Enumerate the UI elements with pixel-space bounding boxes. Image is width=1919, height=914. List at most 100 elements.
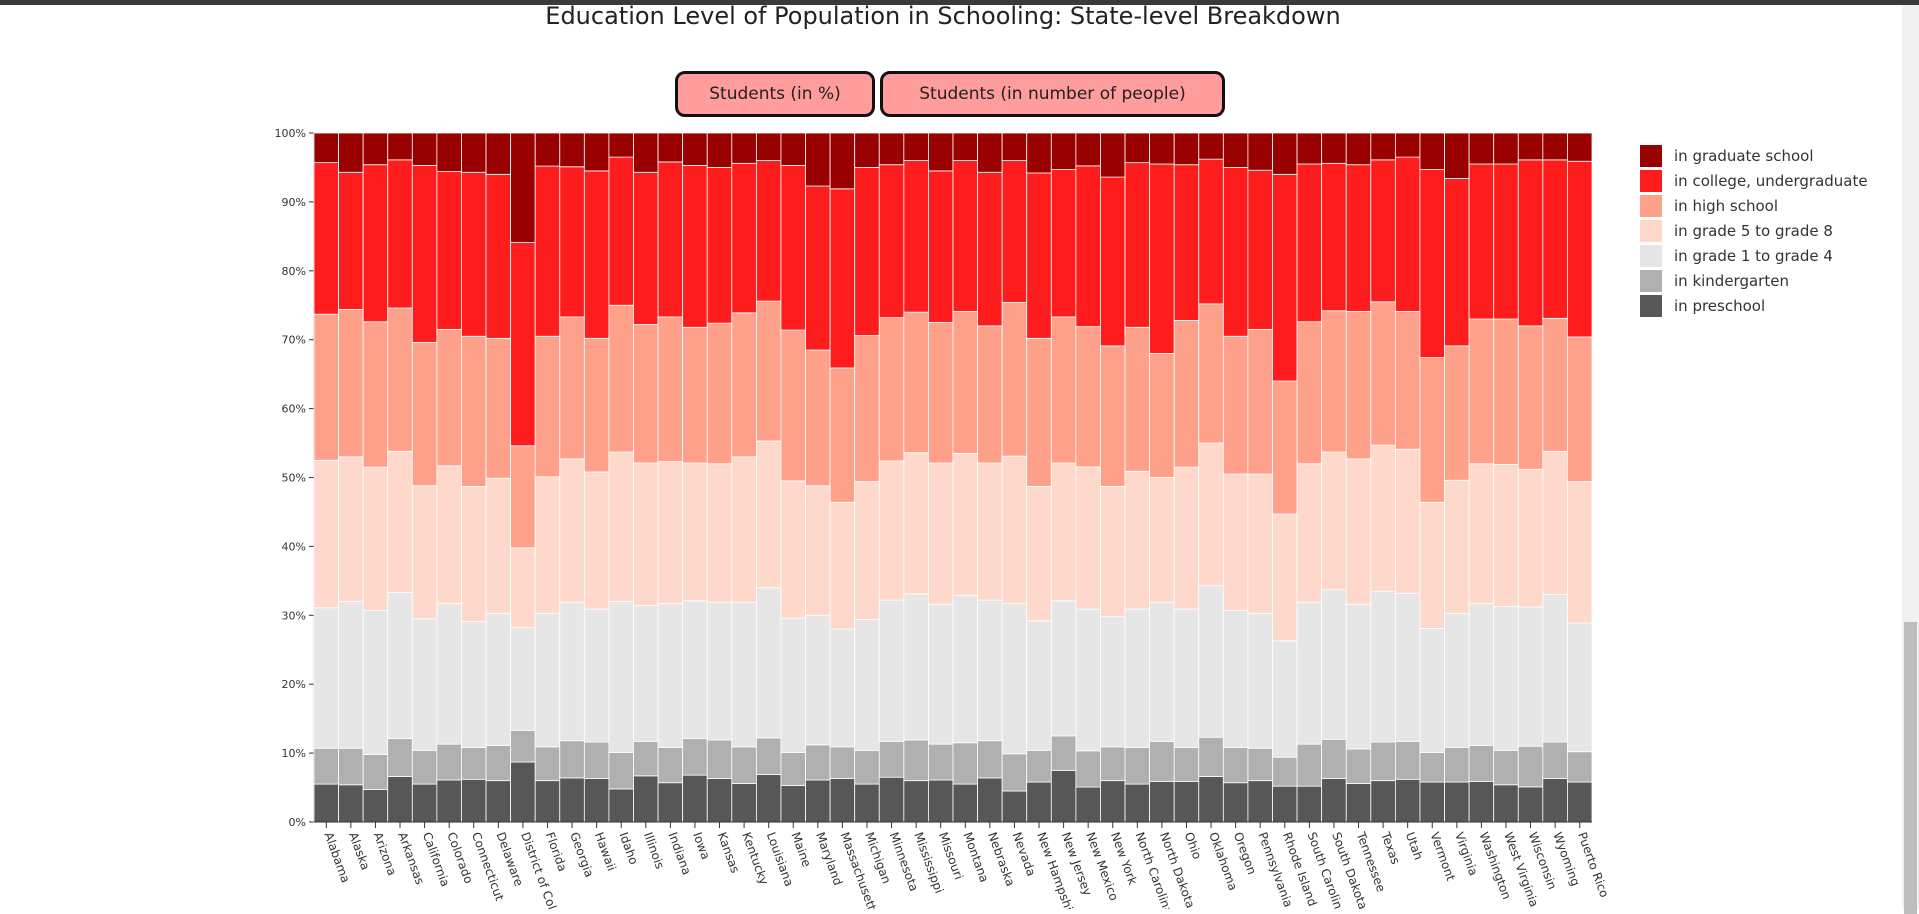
bar-segment-in-graduate-school <box>903 132 929 161</box>
bar-segment-in-graduate-school <box>1272 132 1298 175</box>
bar-segment-in-grade-5-to-grade-8 <box>1542 450 1568 596</box>
bar-segment-in-graduate-school <box>461 132 487 173</box>
bar-segment-in-college-undergraduate <box>780 164 806 331</box>
students-number-button[interactable]: Students (in number of people) <box>880 71 1225 117</box>
bar-segment-in-grade-1-to-grade-4 <box>1394 592 1421 742</box>
bar-segment-in-kindergarten <box>1345 748 1372 784</box>
stacked-bar-chart: 0% 10% 20% 30% 40% 50% 60% 70% 80% 90% 100% Alabam… <box>275 127 1612 909</box>
bar-segment-in-high-school <box>1542 317 1568 452</box>
bar-segment-in-preschool <box>313 783 339 823</box>
bar-segment-in-grade-1-to-grade-4 <box>1222 610 1249 748</box>
x-tick-label: Virginia <box>1452 830 1481 877</box>
bar-segment-in-grade-1-to-grade-4 <box>510 627 536 731</box>
legend-label: in grade 1 to grade 4 <box>1674 246 1833 265</box>
bar-segment-in-college-undergraduate <box>1419 169 1445 359</box>
x-tick-label: Texas <box>1378 829 1403 866</box>
bar-segment-in-high-school <box>1468 318 1495 465</box>
bar-segment-in-preschool <box>633 775 659 823</box>
bar-segment-in-kindergarten <box>1001 753 1028 792</box>
bar-segment-in-high-school <box>1050 316 1077 464</box>
legend-label: in kindergarten <box>1674 271 1789 290</box>
bar-segment-in-grade-5-to-grade-8 <box>338 456 364 602</box>
x-tick-label: Illinois <box>641 830 667 871</box>
bar-segment-in-high-school <box>1272 380 1298 515</box>
bar-segment-in-grade-1-to-grade-4 <box>1050 600 1077 737</box>
bar-segment-in-graduate-school <box>485 132 512 175</box>
bar-segment-in-kindergarten <box>1517 745 1544 788</box>
bar-segment-in-preschool <box>1149 780 1175 823</box>
bar-segment-in-grade-1-to-grade-4 <box>1444 612 1470 748</box>
bar-segment-in-high-school <box>1321 310 1347 453</box>
students-percent-button[interactable]: Students (in %) <box>675 71 875 117</box>
bar-segment-in-high-school <box>633 324 659 464</box>
bar-segment-in-kindergarten <box>1321 738 1347 779</box>
bars-group <box>313 132 1593 823</box>
bar-segment-in-preschool <box>829 778 856 823</box>
bar-segment-in-graduate-school <box>1001 132 1028 161</box>
bar-segment-in-college-undergraduate <box>387 159 413 309</box>
bar-segment-in-grade-5-to-grade-8 <box>1222 473 1249 611</box>
bar-segment-in-kindergarten <box>1370 741 1396 782</box>
legend-swatch <box>1640 219 1662 242</box>
bar-segment-in-grade-5-to-grade-8 <box>706 463 733 603</box>
bar-segment-in-grade-5-to-grade-8 <box>878 460 905 601</box>
bar-segment-in-grade-5-to-grade-8 <box>461 486 487 622</box>
bar-segment-in-preschool <box>1419 781 1445 823</box>
bar-segment-in-college-undergraduate <box>1345 164 1372 312</box>
bar-segment-in-grade-5-to-grade-8 <box>1517 468 1544 608</box>
bar-segment-in-high-school <box>657 316 684 463</box>
bar-segment-in-graduate-school <box>657 132 684 163</box>
bar-segment-in-grade-5-to-grade-8 <box>952 452 978 596</box>
bar-segment-in-graduate-school <box>1468 132 1495 165</box>
bar-segment-in-kindergarten <box>387 738 413 777</box>
bar-segment-in-grade-1-to-grade-4 <box>1542 594 1568 743</box>
bar-segment-in-grade-1-to-grade-4 <box>1001 603 1028 755</box>
bar-segment-in-high-school <box>928 322 954 464</box>
legend-item-graduate-school: in graduate school <box>1640 143 1868 168</box>
bar-segment-in-graduate-school <box>928 132 954 172</box>
bar-segment-in-grade-5-to-grade-8 <box>313 459 339 609</box>
bar-segment-in-grade-1-to-grade-4 <box>903 593 929 741</box>
bar-segment-in-kindergarten <box>313 747 339 785</box>
bar-segment-in-grade-1-to-grade-4 <box>854 619 880 751</box>
bar-segment-in-grade-1-to-grade-4 <box>780 617 806 753</box>
bar-segment-in-high-school <box>1124 326 1151 472</box>
y-tick-label: 100% <box>275 127 306 140</box>
bar-segment-in-preschool <box>755 774 782 823</box>
bar-segment-in-high-school <box>608 304 634 453</box>
bar-segment-in-high-school <box>903 311 929 454</box>
bar-segment-in-grade-1-to-grade-4 <box>977 599 1003 742</box>
bar-segment-in-kindergarten <box>534 746 561 782</box>
x-tick-label: Maine <box>788 830 813 869</box>
x-axis: AlabamaAlaskaArizonaArkansasCaliforniaCo… <box>314 821 1612 909</box>
bar-segment-in-high-school <box>387 307 413 452</box>
bar-segment-in-college-undergraduate <box>1075 165 1101 328</box>
bar-segment-in-kindergarten <box>706 739 733 779</box>
bar-segment-in-kindergarten <box>485 745 512 782</box>
legend-swatch <box>1640 244 1662 267</box>
bar-segment-in-high-school <box>313 313 339 461</box>
bar-segment-in-preschool <box>928 779 954 823</box>
bar-segment-in-grade-1-to-grade-4 <box>829 628 856 748</box>
bar-segment-in-grade-1-to-grade-4 <box>878 599 905 742</box>
x-tick-label: Florida <box>543 830 570 873</box>
vertical-scrollbar[interactable] <box>1902 5 1919 914</box>
x-tick-label: Puerto Rico <box>1575 830 1612 899</box>
y-tick-label: 0% <box>289 816 306 829</box>
bar-segment-in-grade-5-to-grade-8 <box>854 481 880 620</box>
bar-segment-in-preschool <box>780 785 806 823</box>
bar-segment-in-grade-5-to-grade-8 <box>362 466 389 611</box>
x-tick-label: Idaho <box>616 830 641 866</box>
scrollbar-thumb[interactable] <box>1904 622 1917 914</box>
bar-segment-in-preschool <box>1198 776 1224 823</box>
bar-segment-in-grade-5-to-grade-8 <box>755 440 782 589</box>
bar-segment-in-graduate-school <box>1173 132 1200 166</box>
bar-segment-in-graduate-school <box>436 132 462 172</box>
bar-segment-in-preschool <box>1444 781 1470 823</box>
bar-segment-in-preschool <box>1173 780 1200 823</box>
bar-segment-in-kindergarten <box>362 754 389 791</box>
bar-segment-in-college-undergraduate <box>1394 156 1421 312</box>
bar-segment-in-graduate-school <box>313 132 339 164</box>
bar-segment-in-graduate-school <box>977 132 1003 173</box>
bar-segment-in-high-school <box>1247 328 1273 475</box>
